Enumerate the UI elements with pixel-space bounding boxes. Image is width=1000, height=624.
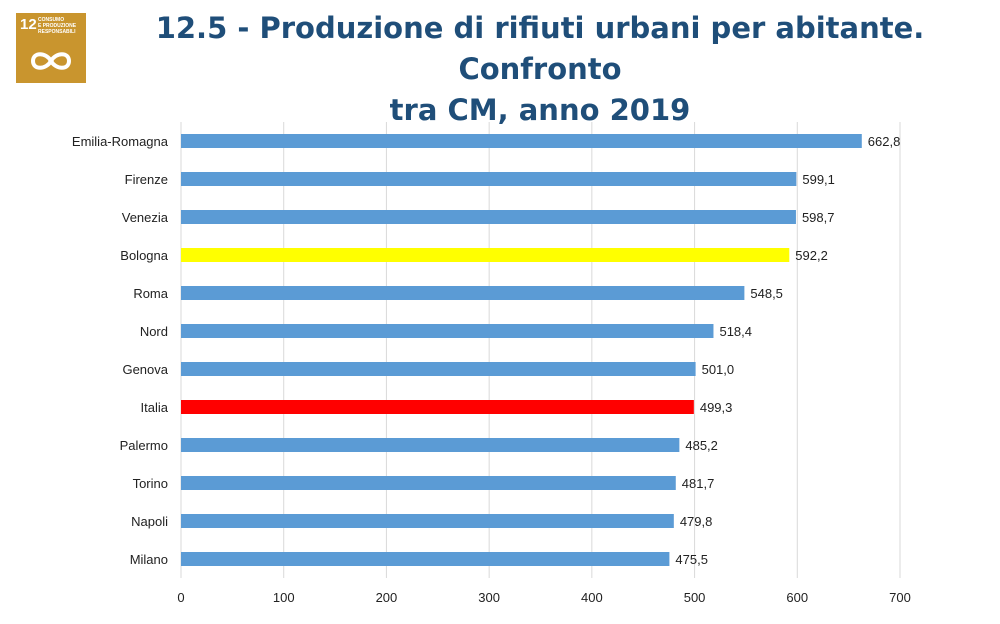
- infinity-icon: [28, 49, 74, 78]
- y-category-label: Emilia-Romagna: [72, 134, 169, 149]
- data-label: 662,8: [868, 134, 901, 149]
- y-category-label: Palermo: [120, 438, 168, 453]
- x-tick-label: 100: [273, 590, 295, 605]
- bar: [181, 362, 696, 376]
- chart-title-line-2: tra CM, anno 2019: [389, 93, 691, 127]
- sdg-badge: 12 CONSUMO E PRODUZIONE RESPONSABILI: [16, 13, 86, 83]
- x-tick-label: 400: [581, 590, 603, 605]
- y-category-label: Torino: [133, 476, 168, 491]
- bar: [181, 438, 680, 452]
- x-tick-label: 600: [786, 590, 808, 605]
- x-tick-label: 0: [177, 590, 184, 605]
- data-label: 485,2: [685, 438, 718, 453]
- bar: [181, 552, 670, 566]
- bar: [181, 172, 797, 186]
- bar: [181, 476, 676, 490]
- y-category-label: Italia: [141, 400, 169, 415]
- y-category-label: Firenze: [125, 172, 168, 187]
- y-category-label: Roma: [133, 286, 168, 301]
- y-category-label: Nord: [140, 324, 168, 339]
- data-label: 499,3: [700, 400, 733, 415]
- data-label: 481,7: [682, 476, 715, 491]
- data-label: 475,5: [675, 552, 708, 567]
- x-tick-label: 500: [684, 590, 706, 605]
- data-label: 501,0: [702, 362, 735, 377]
- y-category-label: Bologna: [120, 248, 168, 263]
- chart-title: 12.5 - Produzione di rifiuti urbani per …: [100, 8, 980, 131]
- x-tick-label: 200: [376, 590, 398, 605]
- x-tick-label: 300: [478, 590, 500, 605]
- y-category-label: Venezia: [122, 210, 169, 225]
- bar: [181, 514, 674, 528]
- bar: [181, 210, 796, 224]
- x-tick-label: 700: [889, 590, 911, 605]
- bar: [181, 248, 790, 262]
- data-label: 518,4: [719, 324, 752, 339]
- chart-title-line-1: 12.5 - Produzione di rifiuti urbani per …: [155, 11, 925, 86]
- data-label: 479,8: [680, 514, 713, 529]
- bar: [181, 324, 714, 338]
- data-label: 598,7: [802, 210, 835, 225]
- y-category-label: Napoli: [131, 514, 168, 529]
- sdg-label: CONSUMO E PRODUZIONE RESPONSABILI: [38, 17, 77, 35]
- sdg-number: 12: [20, 16, 37, 33]
- data-label: 599,1: [802, 172, 835, 187]
- y-category-label: Milano: [130, 552, 168, 567]
- data-label: 592,2: [795, 248, 828, 263]
- data-label: 548,5: [750, 286, 783, 301]
- y-category-label: Genova: [122, 362, 168, 377]
- bar: [181, 286, 745, 300]
- bar: [181, 400, 694, 414]
- bar: [181, 134, 862, 148]
